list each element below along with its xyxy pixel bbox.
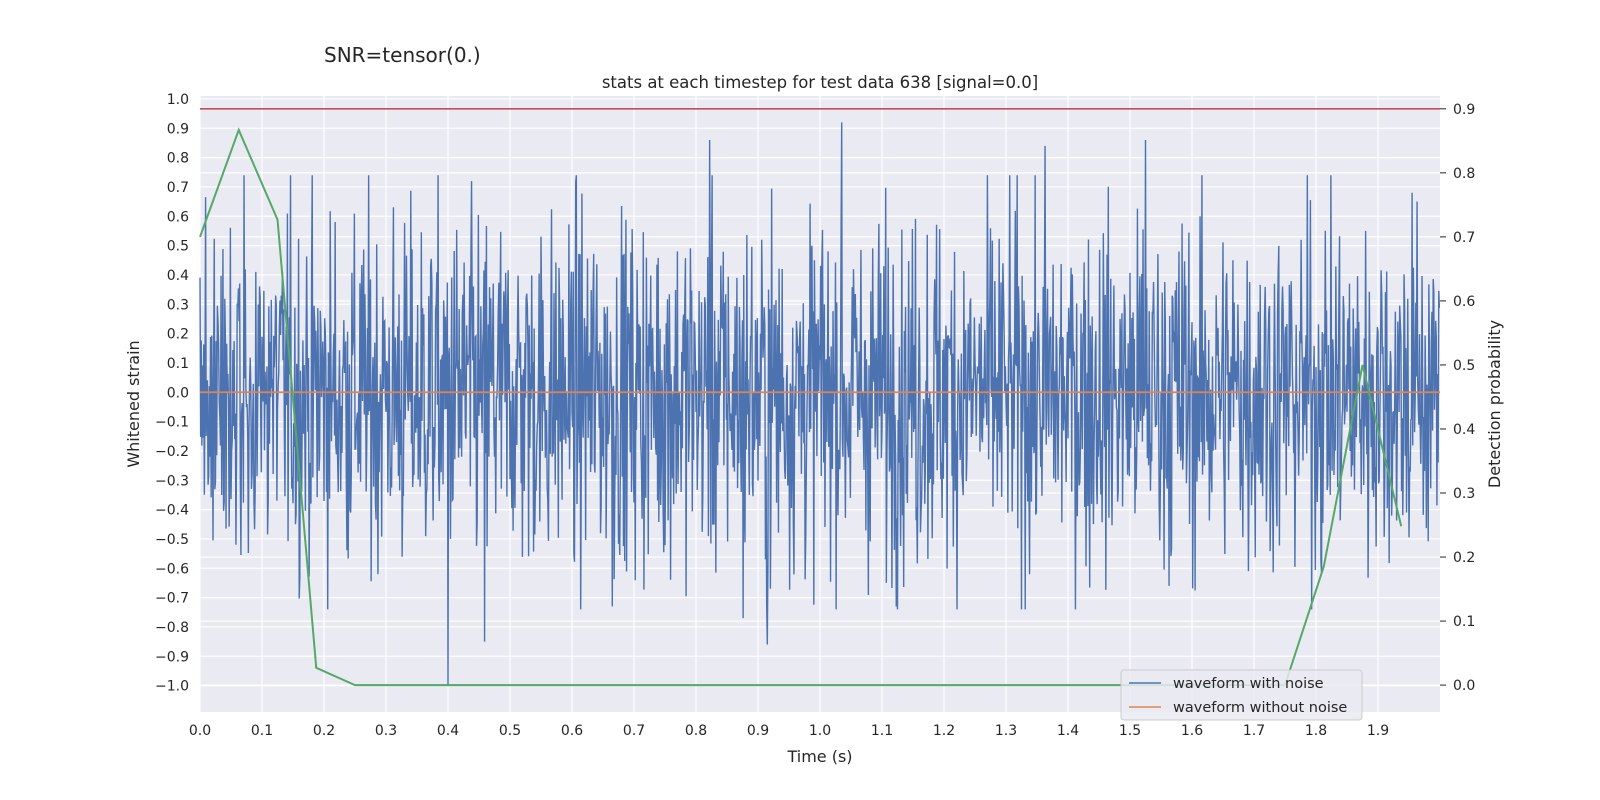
y-left-tick-label: 0.3: [167, 297, 189, 313]
y-right-tick-label: 0.0: [1453, 678, 1475, 694]
series-waveform-with-noise: [199, 122, 1441, 686]
y-left-tick-label: −1.0: [155, 679, 189, 695]
y-left-tick-label: −0.4: [155, 503, 189, 519]
y-left-tick-label: 0.2: [167, 327, 189, 343]
y-right-tick-label: 0.6: [1453, 294, 1475, 310]
x-tick-label: 1.6: [1181, 723, 1203, 739]
legend-label-waveform-with-noise: waveform with noise: [1173, 676, 1324, 692]
y-right-tick-label: 0.7: [1453, 230, 1475, 246]
x-tick-label: 1.2: [933, 723, 955, 739]
chart-title: stats at each timestep for test data 638…: [602, 73, 1038, 92]
y-left-tick-label: 0.0: [167, 385, 189, 401]
y-left-axis-label: Whitened strain: [124, 340, 143, 467]
x-tick-label: 1.9: [1367, 723, 1389, 739]
y-right-tick-label: 0.3: [1453, 486, 1475, 502]
y-left-tick-label: −0.8: [155, 620, 189, 636]
y-left-tick-label: −0.9: [155, 649, 189, 665]
x-tick-label: 0.1: [251, 723, 273, 739]
y-left-tick-label: −0.3: [155, 473, 189, 489]
x-tick-label: 1.7: [1243, 723, 1265, 739]
y-left-tick-label: −0.5: [155, 532, 189, 548]
y-left-tick-label: 0.4: [167, 268, 189, 284]
suptitle: SNR=tensor(0.): [324, 43, 481, 67]
x-tick-label: 0.0: [189, 723, 211, 739]
y-left-tick-label: −0.2: [155, 444, 189, 460]
x-tick-label: 1.8: [1305, 723, 1327, 739]
x-tick-label: 0.8: [685, 723, 707, 739]
y-left-axis-ticks: 1.0 0.9 0.8 0.7 0.6 0.5 0.4 0.3 0.2 0.1 0.0 −0.1 −0.…: [155, 92, 189, 695]
x-tick-label: 0.6: [561, 723, 583, 739]
y-right-axis-ticks: 0.9 0.8 0.7 0.6 0.5 0.4 0.3 0.2 0.1 0.0: [1440, 102, 1475, 694]
y-left-tick-label: −0.7: [155, 591, 189, 607]
x-tick-label: 1.1: [871, 723, 893, 739]
legend-label-waveform-without-noise: waveform without noise: [1173, 700, 1347, 716]
y-right-tick-label: 0.2: [1453, 550, 1475, 566]
x-tick-label: 0.5: [499, 723, 521, 739]
waveform-with-noise-line: [199, 122, 1441, 686]
y-right-tick-label: 0.9: [1453, 102, 1475, 118]
y-left-tick-label: 0.5: [167, 239, 189, 255]
y-left-tick-label: 1.0: [167, 92, 189, 108]
y-left-tick-label: 0.1: [167, 356, 189, 372]
y-left-tick-label: 0.6: [167, 209, 189, 225]
y-left-tick-label: 0.8: [167, 151, 189, 167]
x-tick-label: 0.4: [437, 723, 459, 739]
legend-box: [1120, 669, 1363, 721]
y-left-tick-label: −0.6: [155, 561, 189, 577]
x-tick-label: 0.7: [623, 723, 645, 739]
y-left-tick-label: 0.9: [167, 121, 189, 137]
y-right-tick-label: 0.4: [1453, 422, 1475, 438]
x-axis-ticks: 0.0 0.1 0.2 0.3 0.4 0.5 0.6 0.7 0.8 0.9 1.0 1.1 1.2 1…: [189, 723, 1389, 739]
x-axis-label: Time (s): [786, 747, 852, 766]
x-tick-label: 1.0: [809, 723, 831, 739]
y-right-tick-label: 0.5: [1453, 358, 1475, 374]
x-tick-label: 0.2: [313, 723, 335, 739]
y-right-tick-label: 0.8: [1453, 166, 1475, 182]
legend: waveform with noise waveform without noi…: [1120, 669, 1363, 721]
x-tick-label: 1.4: [1057, 723, 1079, 739]
x-tick-label: 1.3: [995, 723, 1017, 739]
y-right-axis-label: Detection probability: [1485, 320, 1504, 488]
y-left-tick-label: −0.1: [155, 415, 189, 431]
x-tick-label: 0.3: [375, 723, 397, 739]
x-tick-label: 1.5: [1119, 723, 1141, 739]
y-left-tick-label: 0.7: [167, 180, 189, 196]
y-right-tick-label: 0.1: [1453, 614, 1475, 630]
x-tick-label: 0.9: [747, 723, 769, 739]
